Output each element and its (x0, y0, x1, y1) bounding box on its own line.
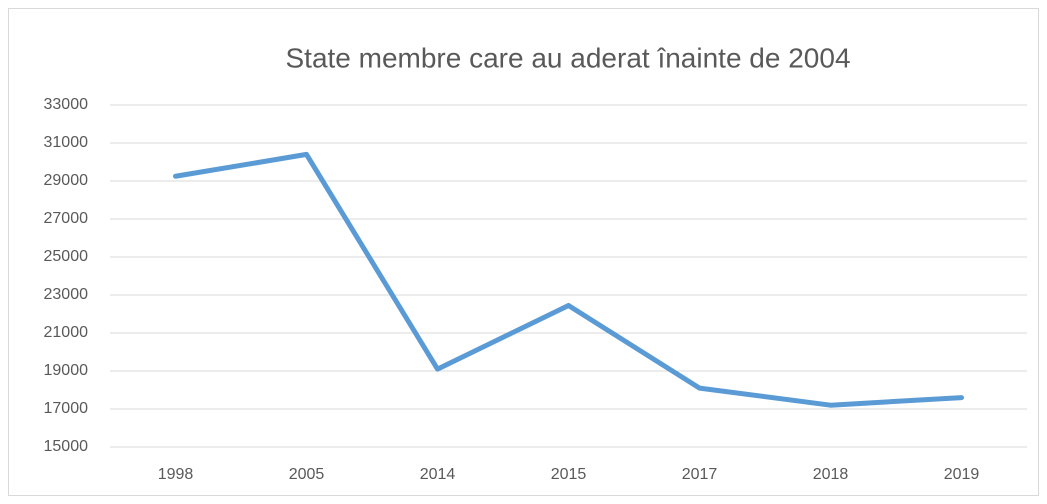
y-tick-label: 21000 (44, 324, 89, 341)
y-tick-label: 31000 (44, 134, 89, 151)
y-tick-label: 29000 (44, 172, 89, 189)
x-tick-label: 2018 (813, 466, 849, 483)
chart-border (8, 8, 1039, 496)
chart-title: State membre care au aderat înainte de 2… (285, 42, 850, 73)
y-tick-label: 27000 (44, 210, 89, 227)
x-tick-label: 2019 (944, 466, 980, 483)
y-tick-label: 25000 (44, 248, 89, 265)
x-tick-label: 1998 (158, 466, 194, 483)
x-tick-label: 2015 (551, 466, 587, 483)
x-tick-label: 2014 (420, 466, 456, 483)
x-tick-label: 2017 (682, 466, 718, 483)
x-tick-label: 2005 (289, 466, 325, 483)
y-tick-label: 17000 (44, 400, 89, 417)
y-tick-label: 19000 (44, 362, 89, 379)
y-tick-label: 33000 (44, 96, 89, 113)
line-series (173, 151, 964, 408)
y-tick-label: 15000 (44, 438, 89, 455)
y-tick-label: 23000 (44, 286, 89, 303)
